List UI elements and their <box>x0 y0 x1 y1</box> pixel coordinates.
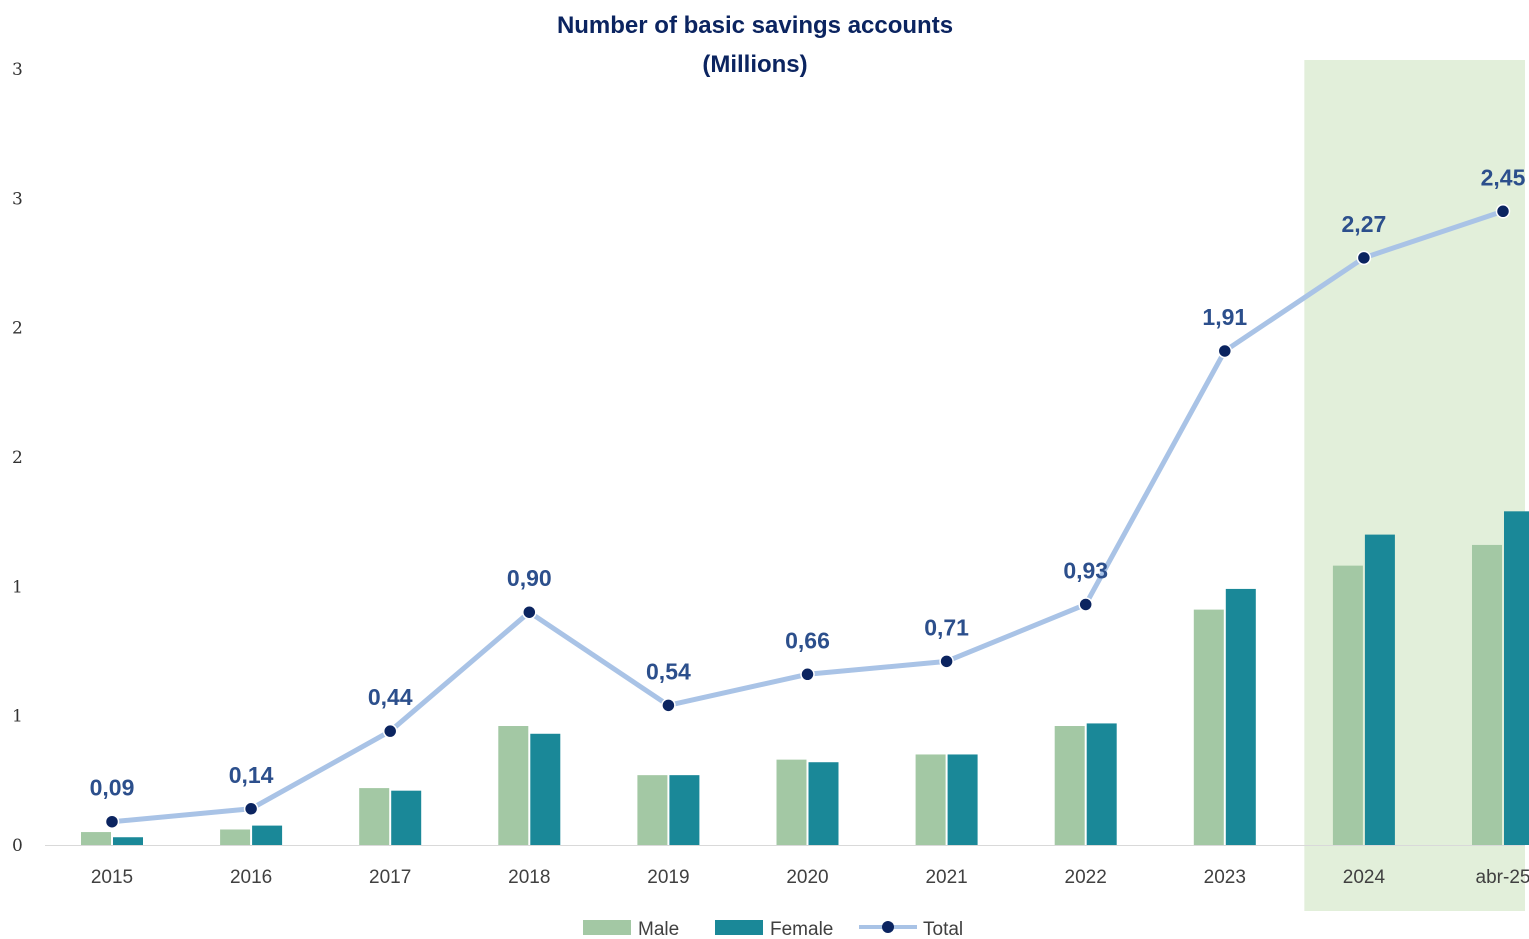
data-label-total: 0,71 <box>924 614 969 640</box>
bar-male-2020 <box>776 759 807 845</box>
legend-swatch-female <box>715 920 763 935</box>
bar-female-2018 <box>530 733 561 845</box>
bar-male-2024 <box>1332 565 1363 845</box>
x-tick-label: 2015 <box>91 867 133 888</box>
bars-group <box>81 511 1529 845</box>
bar-female-2024 <box>1364 534 1395 845</box>
data-label-total: 0,14 <box>229 762 274 788</box>
legend-label-female: Female <box>770 919 833 939</box>
y-axis-ticks: 0 1 1 2 2 3 3 <box>12 60 23 856</box>
bar-male-2022 <box>1054 726 1085 845</box>
x-tick-label: abr-25 <box>1476 867 1529 888</box>
y-tick-label: 3 <box>12 189 23 209</box>
total-point-2018 <box>522 604 537 620</box>
x-tick-label: 2016 <box>230 867 272 888</box>
chart-title: Number of basic savings accounts <box>557 12 953 39</box>
bar-female-2023 <box>1225 588 1256 845</box>
x-tick-label: 2022 <box>1065 867 1107 888</box>
data-label-total: 0,09 <box>90 775 135 801</box>
data-label-total: 0,54 <box>646 658 691 684</box>
x-tick-label: 2021 <box>925 867 967 888</box>
bar-male-abr-25 <box>1472 544 1502 845</box>
total-point-2024 <box>1356 250 1372 266</box>
data-label-total: 0,44 <box>368 684 413 710</box>
bar-male-2023 <box>1193 609 1224 845</box>
data-label-total: 2,45 <box>1481 164 1526 190</box>
data-label-total: 1,91 <box>1202 304 1247 330</box>
bar-male-2015 <box>81 832 111 845</box>
bar-female-2017 <box>391 790 422 845</box>
x-axis-ticks: 2015 2016 2017 2018 2019 2020 2021 2022 2023 2024… <box>91 867 1529 888</box>
bar-female-2019 <box>669 775 700 845</box>
bar-male-2016 <box>220 829 251 845</box>
total-point-2021 <box>939 654 954 669</box>
legend-label-total: Total <box>923 919 963 939</box>
x-tick-label: 2017 <box>369 867 411 888</box>
bar-male-2021 <box>915 754 946 845</box>
bar-female-2016 <box>252 825 283 845</box>
bar-male-2018 <box>498 726 529 845</box>
total-point-2017 <box>382 723 398 739</box>
y-tick-label: 3 <box>12 60 23 80</box>
x-tick-label: 2023 <box>1204 867 1246 888</box>
total-point-2015 <box>104 814 120 829</box>
x-tick-label: 2024 <box>1343 867 1386 888</box>
x-tick-label: 2019 <box>647 867 689 888</box>
total-line <box>111 208 1504 825</box>
legend: Male Female Total <box>583 919 963 939</box>
total-point-2020 <box>800 667 815 682</box>
bar-male-2017 <box>359 788 390 845</box>
chart-subtitle: (Millions) <box>702 51 807 78</box>
legend-label-male: Male <box>638 919 679 939</box>
data-label-total: 0,93 <box>1063 557 1108 583</box>
y-tick-label: 2 <box>12 319 23 339</box>
legend-swatch-male <box>583 920 631 935</box>
total-point-abr-25 <box>1495 204 1511 219</box>
x-tick-label: 2018 <box>508 867 550 888</box>
total-point-2022 <box>1078 597 1093 612</box>
data-label-total: 0,66 <box>785 627 830 653</box>
total-point-2016 <box>243 801 259 817</box>
bar-male-2019 <box>637 775 668 845</box>
y-tick-label: 1 <box>12 707 23 727</box>
x-tick-label: 2020 <box>786 867 828 888</box>
y-tick-label: 1 <box>12 577 23 597</box>
total-point-2023 <box>1217 343 1233 359</box>
bar-female-2021 <box>947 754 978 845</box>
data-label-total: 0,90 <box>507 565 552 591</box>
y-tick-label: 0 <box>12 836 23 856</box>
bar-female-2022 <box>1086 723 1117 845</box>
bar-female-abr-25 <box>1504 511 1529 845</box>
total-line-group: 0,09 0,14 0,44 0,90 0,54 0,66 0,71 0,93 1,91 2,27… <box>90 164 1526 829</box>
data-label-total: 2,27 <box>1342 211 1387 237</box>
total-point-2019 <box>661 698 676 713</box>
bar-female-2020 <box>808 762 839 845</box>
bar-female-2015 <box>113 837 143 845</box>
y-tick-label: 2 <box>12 448 23 468</box>
legend-marker-total <box>882 921 894 933</box>
